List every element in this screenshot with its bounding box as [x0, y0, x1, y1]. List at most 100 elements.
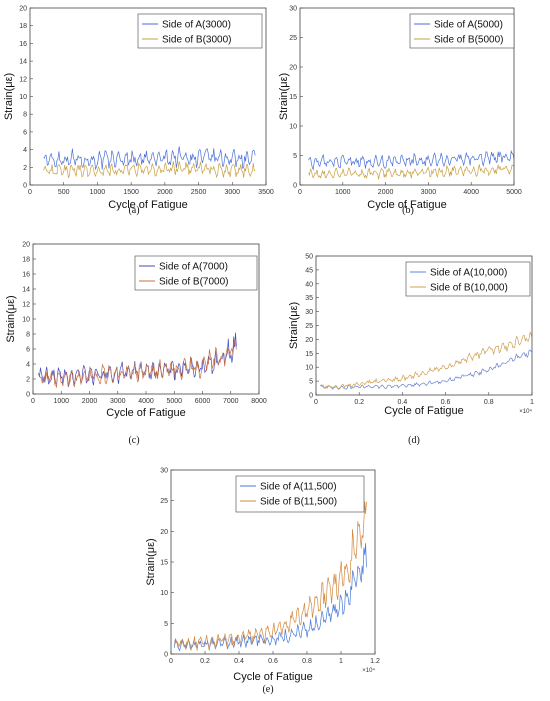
- x-tick-label-e: 0.2: [200, 658, 210, 665]
- y-tick-label-d: 10: [305, 365, 313, 372]
- y-tick-label-b: 10: [289, 124, 297, 131]
- y-tick-label-c: 6: [26, 347, 30, 354]
- x-tick-label-c: 5000: [166, 398, 182, 405]
- y-tick-label-e: 30: [160, 468, 168, 475]
- x-tick-label-c: 3000: [110, 398, 126, 405]
- x-tick-label-b: 2000: [378, 189, 394, 196]
- x-tick-label-d: 0.8: [484, 399, 494, 406]
- y-tick-label-a: 14: [19, 59, 27, 66]
- x-tick-label-a: 0: [28, 189, 32, 196]
- legend-label-a-0: Side of A(3000): [162, 20, 231, 31]
- x-tick-label-b: 5000: [506, 189, 522, 196]
- series-line-d-0: [320, 349, 532, 390]
- chart-panel-d: 0 0.2 0.4 0.6 0.8 105101520253035404550×10⁴Cy…: [288, 254, 534, 447]
- y-tick-label-b: 15: [289, 94, 297, 101]
- x-tick-label-c: 4000: [138, 398, 154, 405]
- legend-label-d-1: Side of B(10,000): [430, 283, 508, 294]
- x-tick-label-d: 0.2: [354, 399, 364, 406]
- y-tick-label-d: 30: [305, 309, 313, 316]
- x-exponent-label-d: ×10⁴: [519, 408, 532, 415]
- y-axis-label-a: Strain(με): [3, 73, 15, 120]
- y-tick-label-b: 20: [289, 65, 297, 72]
- x-tick-label-a: 500: [58, 189, 70, 196]
- legend-label-e-0: Side of A(11,500): [260, 482, 337, 493]
- legend-b: Side of A(5000) Side of B(5000): [409, 13, 515, 49]
- y-tick-label-d: 40: [305, 281, 313, 288]
- y-tick-label-c: 20: [22, 242, 30, 249]
- y-axis-label-d: Strain(με): [288, 302, 300, 349]
- legend-d: Side of A(10,000) Side of B(10,000): [405, 261, 531, 297]
- panel-caption-e: (e): [262, 684, 273, 695]
- x-exponent-label-e: ×10⁴: [362, 667, 375, 674]
- y-tick-label-c: 10: [22, 317, 30, 324]
- y-tick-label-d: 15: [305, 351, 313, 358]
- y-tick-label-c: 2: [26, 377, 30, 384]
- y-tick-label-a: 8: [23, 112, 27, 119]
- y-tick-label-a: 20: [19, 6, 27, 13]
- legend-label-c-1: Side of B(7000): [159, 277, 229, 288]
- y-tick-label-c: 4: [26, 362, 30, 369]
- y-tick-label-c: 14: [22, 287, 30, 294]
- chart-panel-b: 0 1000 2000 3000 4000 5000 0 5 10 15 20 25 30 Cycle o…: [278, 6, 522, 217]
- legend-label-b-1: Side of B(5000): [434, 35, 504, 46]
- x-tick-label-a: 1500: [123, 189, 139, 196]
- x-tick-label-c: 2000: [82, 398, 98, 405]
- y-tick-label-e: 0: [164, 652, 168, 659]
- series-line-b-0: [308, 149, 514, 171]
- x-tick-label-c: 7000: [223, 398, 239, 405]
- legend-a: Side of A(3000) Side of B(3000): [137, 13, 263, 49]
- y-tick-label-a: 12: [19, 76, 27, 83]
- y-tick-label-c: 18: [22, 257, 30, 264]
- y-tick-label-b: 0: [293, 183, 297, 190]
- legend-label-e-1: Side of B(11,500): [260, 497, 337, 508]
- x-tick-label-e: 0.4: [234, 658, 244, 665]
- x-tick-label-b: 0: [298, 189, 302, 196]
- x-tick-label-e: 0.6: [268, 658, 278, 665]
- y-tick-label-e: 20: [160, 529, 168, 536]
- y-tick-label-c: 0: [26, 392, 30, 399]
- x-tick-label-a: 3000: [224, 189, 240, 196]
- y-tick-label-d: 35: [305, 295, 313, 302]
- y-tick-label-e: 15: [160, 560, 168, 567]
- y-tick-label-a: 18: [19, 23, 27, 30]
- x-tick-label-d: 0: [314, 399, 318, 406]
- y-tick-label-d: 25: [305, 323, 313, 330]
- series-line-c-1: [38, 340, 237, 389]
- x-tick-label-c: 6000: [195, 398, 211, 405]
- panel-caption-c: (c): [128, 435, 139, 446]
- x-tick-label-e: 0.8: [302, 658, 312, 665]
- x-axis-label-a: Cycle of Fatigue: [108, 199, 187, 211]
- x-tick-label-c: 8000: [251, 398, 267, 405]
- legend-box-a: [137, 13, 263, 49]
- x-tick-label-b: 1000: [335, 189, 351, 196]
- y-tick-label-e: 5: [164, 621, 168, 628]
- x-tick-label-d: 0.4: [398, 399, 408, 406]
- panel-caption-b: (b): [402, 205, 414, 216]
- x-tick-label-e: 1.2: [370, 658, 380, 665]
- x-tick-label-c: 1000: [53, 398, 69, 405]
- x-tick-label-a: 1000: [90, 189, 106, 196]
- y-tick-label-d: 45: [305, 267, 313, 274]
- x-tick-label-a: 2000: [157, 189, 173, 196]
- chart-panel-a: 0 500 1000 1500 2000 2500 3000 3500 0 2 4 6 8 10 12 14 1…: [3, 6, 274, 217]
- x-tick-label-e: 1: [339, 658, 343, 665]
- y-tick-label-b: 25: [289, 35, 297, 42]
- y-tick-label-d: 5: [309, 379, 313, 386]
- y-axis-label-e: Strain(με): [145, 538, 157, 585]
- x-axis-label-b: Cycle of Fatigue: [367, 199, 446, 211]
- x-tick-label-a: 3500: [258, 189, 274, 196]
- y-tick-label-c: 16: [22, 272, 30, 279]
- y-tick-label-a: 10: [19, 94, 27, 101]
- legend-e: Side of A(11,500) Side of B(11,500): [235, 475, 365, 513]
- series-line-e-0: [174, 543, 367, 652]
- x-tick-label-b: 4000: [463, 189, 479, 196]
- series-line-d-1: [320, 331, 532, 390]
- y-tick-label-c: 12: [22, 302, 30, 309]
- y-tick-label-a: 6: [23, 129, 27, 136]
- series-line-c-0: [38, 332, 237, 387]
- chart-panel-c: 0 1000 2000 3000 4000 5000 6000 7000 8000 0 2 4 6 8 10…: [5, 242, 267, 447]
- chart-panel-e: 0 0.2 0.4 0.6 0.8 1 1.2 0 5 10 15 20 25 30 ×10⁴ Cycle o…: [145, 468, 380, 696]
- y-tick-label-b: 30: [289, 6, 297, 13]
- y-tick-label-a: 4: [23, 147, 27, 154]
